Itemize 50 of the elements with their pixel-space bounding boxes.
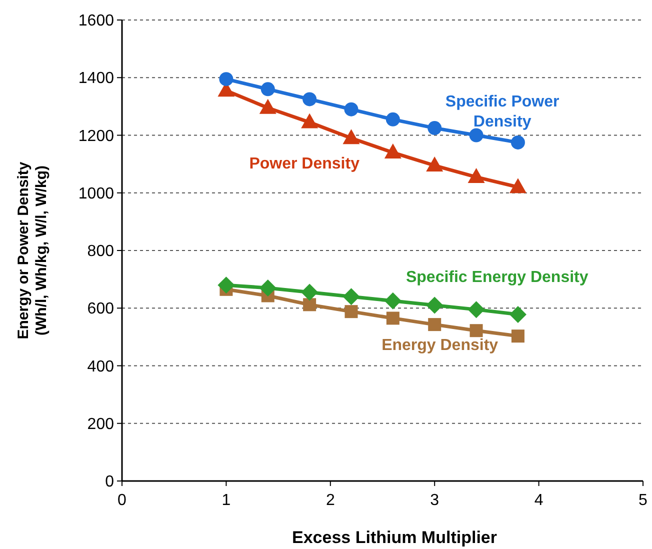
point <box>428 121 442 136</box>
series-label: Specific Energy Density <box>406 269 588 286</box>
x-tick-label: 0 <box>118 492 127 509</box>
point <box>384 292 402 310</box>
y-tick-label: 1000 <box>78 185 114 202</box>
series-label: Power Density <box>249 155 360 172</box>
point <box>259 279 276 296</box>
point <box>469 128 484 142</box>
y-tick-label: 1600 <box>78 12 114 30</box>
point <box>301 113 318 128</box>
point <box>468 301 485 318</box>
point <box>259 98 276 114</box>
point <box>344 305 358 318</box>
point <box>468 168 485 184</box>
x-tick-label: 3 <box>430 492 440 509</box>
point <box>303 298 316 312</box>
point <box>510 135 525 150</box>
y-axis-title: Energy or Power Density (Wh/l, Wh/kg, W/l, W/kg) <box>15 161 50 340</box>
point <box>509 178 526 194</box>
y-tick-label: 200 <box>87 416 114 433</box>
point <box>386 312 400 325</box>
y-tick-label: 1400 <box>78 70 114 88</box>
point <box>386 112 400 126</box>
point <box>384 144 402 159</box>
x-axis-title: Excess Lithium Multiplier <box>292 528 498 547</box>
point <box>428 318 442 332</box>
x-tick-label: 5 <box>638 492 648 509</box>
x-tick-label: 2 <box>326 492 335 509</box>
point <box>511 330 524 343</box>
point <box>260 82 275 96</box>
point <box>509 306 526 323</box>
x-tick-label: 1 <box>222 492 231 509</box>
series-label: Energy Density <box>382 336 498 354</box>
y-tick-label: 400 <box>87 358 114 376</box>
y-tick-label: 800 <box>87 243 114 260</box>
point <box>426 156 444 172</box>
y-tick-label: 1200 <box>78 128 114 145</box>
point <box>342 129 360 144</box>
point <box>470 324 483 338</box>
point <box>219 72 234 86</box>
point <box>301 284 318 301</box>
point <box>344 102 358 116</box>
point <box>218 276 235 294</box>
point <box>342 288 360 306</box>
series-label: Specific Power Density <box>445 93 560 130</box>
y-tick-label: 0 <box>105 474 114 491</box>
point <box>302 92 317 106</box>
point <box>426 296 444 314</box>
y-tick-label: 600 <box>87 300 114 318</box>
x-tick-label: 4 <box>534 492 544 509</box>
